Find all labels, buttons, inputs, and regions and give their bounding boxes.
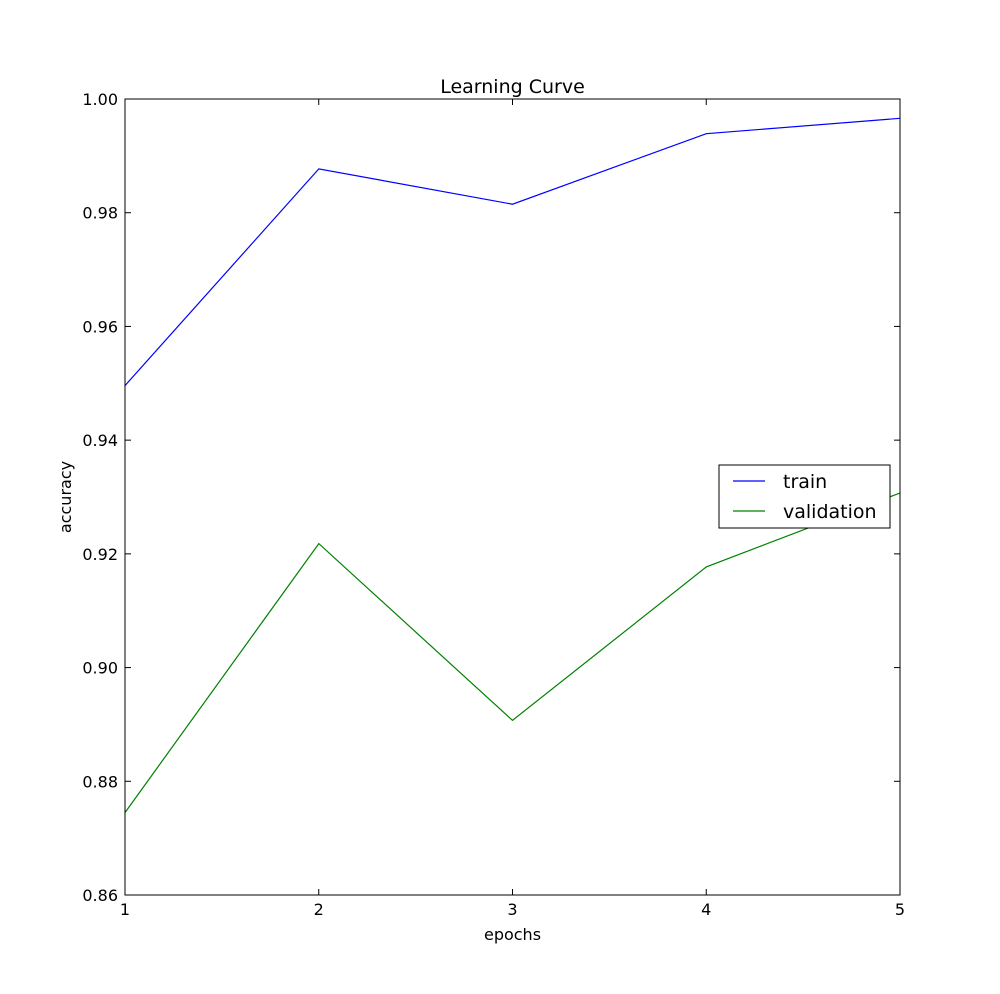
x-axis: 1 2 3 4 5 bbox=[120, 99, 905, 919]
y-tick-label: 0.88 bbox=[82, 772, 118, 791]
x-tick-label: 2 bbox=[314, 900, 324, 919]
x-tick-label: 1 bbox=[120, 900, 130, 919]
y-tick-label: 0.90 bbox=[82, 659, 118, 678]
chart-title: Learning Curve bbox=[440, 76, 585, 98]
y-tick-label: 0.86 bbox=[82, 886, 118, 905]
y-tick-label: 0.96 bbox=[82, 317, 118, 336]
series-line-validation bbox=[125, 492, 900, 813]
series-lines bbox=[125, 117, 900, 813]
legend-box bbox=[718, 464, 891, 529]
y-tick-label: 1.00 bbox=[82, 90, 118, 109]
x-axis-label: epochs bbox=[484, 925, 541, 944]
y-axis: 0.86 0.88 0.90 0.92 0.94 0.96 0.98 1.00 bbox=[82, 90, 900, 905]
series-line-train bbox=[125, 117, 900, 386]
y-tick-label: 0.98 bbox=[82, 204, 118, 223]
y-tick-label: 0.92 bbox=[82, 545, 118, 564]
x-tick-label: 3 bbox=[507, 900, 517, 919]
legend: train validation bbox=[718, 464, 891, 529]
x-tick-label: 5 bbox=[895, 900, 905, 919]
legend-label-train: train bbox=[783, 471, 827, 493]
x-tick-label: 4 bbox=[701, 900, 711, 919]
legend-label-validation: validation bbox=[783, 501, 877, 523]
y-tick-label: 0.94 bbox=[82, 431, 118, 450]
y-axis-label: accuracy bbox=[56, 461, 75, 533]
